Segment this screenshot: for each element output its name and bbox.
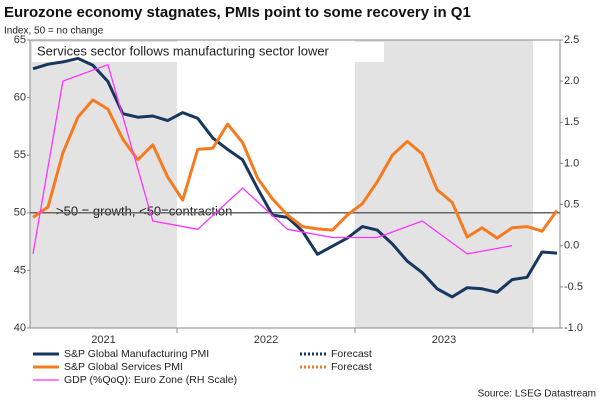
y2-tick-label: 0.5 (564, 198, 579, 210)
chart-subtitle: Index, 50 = no change (4, 26, 104, 37)
y2-tick-label: 2.5 (564, 34, 579, 46)
series-line (32, 98, 559, 240)
annotation-box (32, 42, 384, 62)
legend-label: S&P Global Manufacturing PMI (64, 348, 209, 360)
y2-tick-label: -0.5 (564, 281, 583, 293)
y2-tick-label: 1.0 (564, 157, 579, 169)
y-tick-label: 55 (14, 149, 26, 161)
series-line (32, 64, 513, 255)
legend-label: GDP (%QoQ): Euro Zone (RH Scale) (64, 374, 237, 386)
x-tick-label: 2021 (91, 334, 115, 346)
legend-label: Forecast (331, 348, 372, 360)
y2-tick-label: 1.5 (564, 116, 579, 128)
y-tick-label: 45 (14, 264, 26, 276)
source: Source: LSEG Datastream (478, 389, 596, 400)
y-tick-label: 40 (14, 322, 26, 334)
y-tick-label: 60 (14, 92, 26, 104)
year-shade (355, 40, 533, 328)
y-tick-label: 65 (14, 34, 26, 46)
annotation: >50 = growth, <50=contraction (56, 203, 232, 218)
x-tick-label: 2022 (254, 334, 278, 346)
legend-label: Forecast (331, 361, 372, 373)
y-tick-label: 50 (14, 207, 26, 219)
plot-frame (29, 39, 561, 329)
year-shade (30, 40, 177, 328)
y2-tick-label: 0.0 (564, 240, 579, 252)
shading (30, 40, 533, 328)
annotation: Services sector follows manufacturing se… (37, 43, 330, 58)
y2-tick-label: -1.0 (564, 322, 583, 334)
chart-title: Eurozone economy stagnates, PMIs point t… (4, 4, 471, 21)
legend-label: S&P Global Services PMI (64, 361, 183, 373)
x-tick-label: 2023 (432, 334, 456, 346)
y2-tick-label: 2.0 (564, 75, 579, 87)
